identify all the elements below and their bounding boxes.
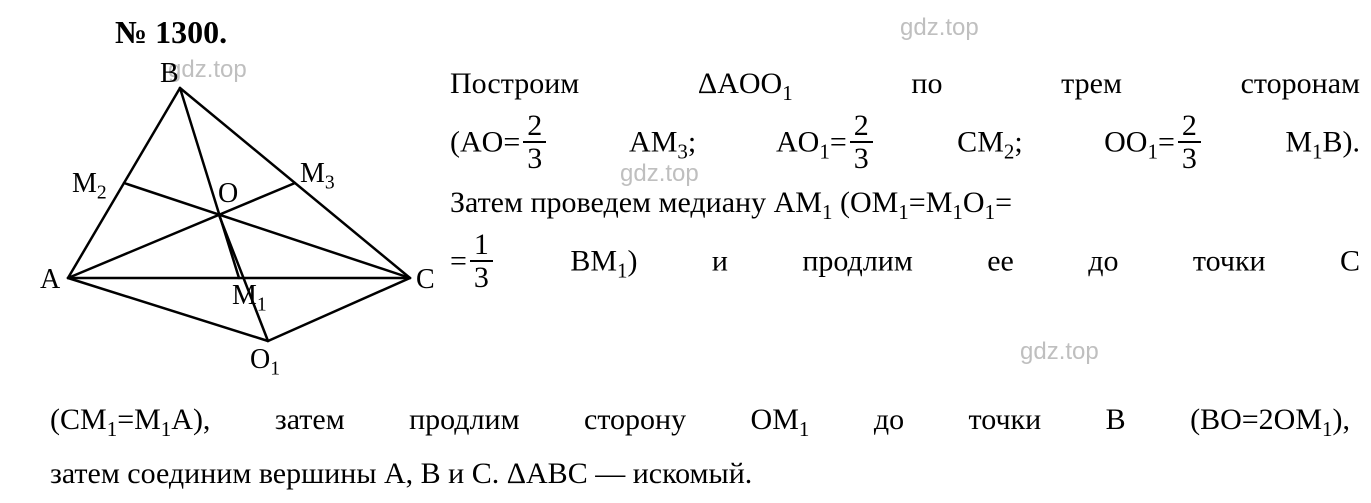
- sub: 1: [782, 81, 793, 105]
- solution-text-bottom: (CM1=M1A), затем продлим сторону OM1 до …: [50, 394, 1350, 500]
- sub: 1: [617, 258, 628, 282]
- text: CM: [876, 125, 1004, 158]
- sub: 1: [161, 417, 172, 441]
- sub: 1: [952, 200, 963, 224]
- fraction: 13: [470, 229, 493, 294]
- sub: 1: [985, 200, 996, 224]
- text: AM: [549, 125, 677, 158]
- diagram-label: M1: [232, 280, 267, 317]
- text: BM: [496, 244, 617, 277]
- text: Затем проведем медиану AM: [450, 186, 822, 219]
- text: (CM: [50, 403, 107, 436]
- text: =M: [909, 186, 953, 219]
- text: M: [1204, 125, 1312, 158]
- sub: 1: [898, 200, 909, 224]
- text: B).: [1323, 125, 1361, 158]
- text: ; OO: [1014, 125, 1147, 158]
- text: по трем сторонам: [793, 67, 1360, 100]
- text: =: [830, 125, 847, 158]
- diagram-label: M2: [72, 168, 107, 205]
- text: затем соединим вершины A, B и C. ΔABC — …: [50, 457, 752, 490]
- diagram-label: O: [218, 178, 238, 210]
- text: =: [1158, 125, 1175, 158]
- diagram-label: A: [40, 264, 60, 296]
- sub: 1: [1322, 417, 1333, 441]
- problem-number: № 1300.: [115, 14, 227, 51]
- sub: 1: [107, 417, 118, 441]
- diagram-label: C: [416, 264, 435, 296]
- fraction: 23: [1178, 110, 1201, 175]
- sub: 2: [1004, 139, 1015, 163]
- diagram-label: M3: [300, 158, 335, 195]
- sub: 1: [1312, 139, 1323, 163]
- fraction: 23: [523, 110, 546, 175]
- text: =: [995, 186, 1012, 219]
- text: Построим ΔAOO: [450, 67, 782, 100]
- solution-text-top: Построим ΔAOO1 по трем сторонам (AO=23 A…: [450, 58, 1360, 296]
- text: =: [450, 244, 467, 277]
- diagram-label: B: [160, 58, 179, 90]
- sub: 1: [799, 417, 810, 441]
- text: до точки B (BO=2OM: [809, 403, 1322, 436]
- text: =M: [117, 403, 161, 436]
- diagram-label: O1: [250, 344, 280, 381]
- text: ),: [1333, 403, 1351, 436]
- text: A), затем продлим сторону OM: [171, 403, 799, 436]
- sub: 1: [822, 200, 833, 224]
- text: O: [963, 186, 985, 219]
- fraction: 23: [850, 110, 873, 175]
- text: ) и продлим ее до точки C: [628, 244, 1360, 277]
- sub: 3: [677, 139, 688, 163]
- watermark-right: gdz.top: [1020, 338, 1099, 366]
- sub: 1: [819, 139, 830, 163]
- sub: 1: [1147, 139, 1158, 163]
- watermark-top-right: gdz.top: [900, 14, 979, 42]
- text: ; AO: [688, 125, 819, 158]
- text: (OM: [832, 186, 898, 219]
- triangle-diagram: ABCM1M2M3OO1: [40, 66, 430, 366]
- text: (AO=: [450, 125, 520, 158]
